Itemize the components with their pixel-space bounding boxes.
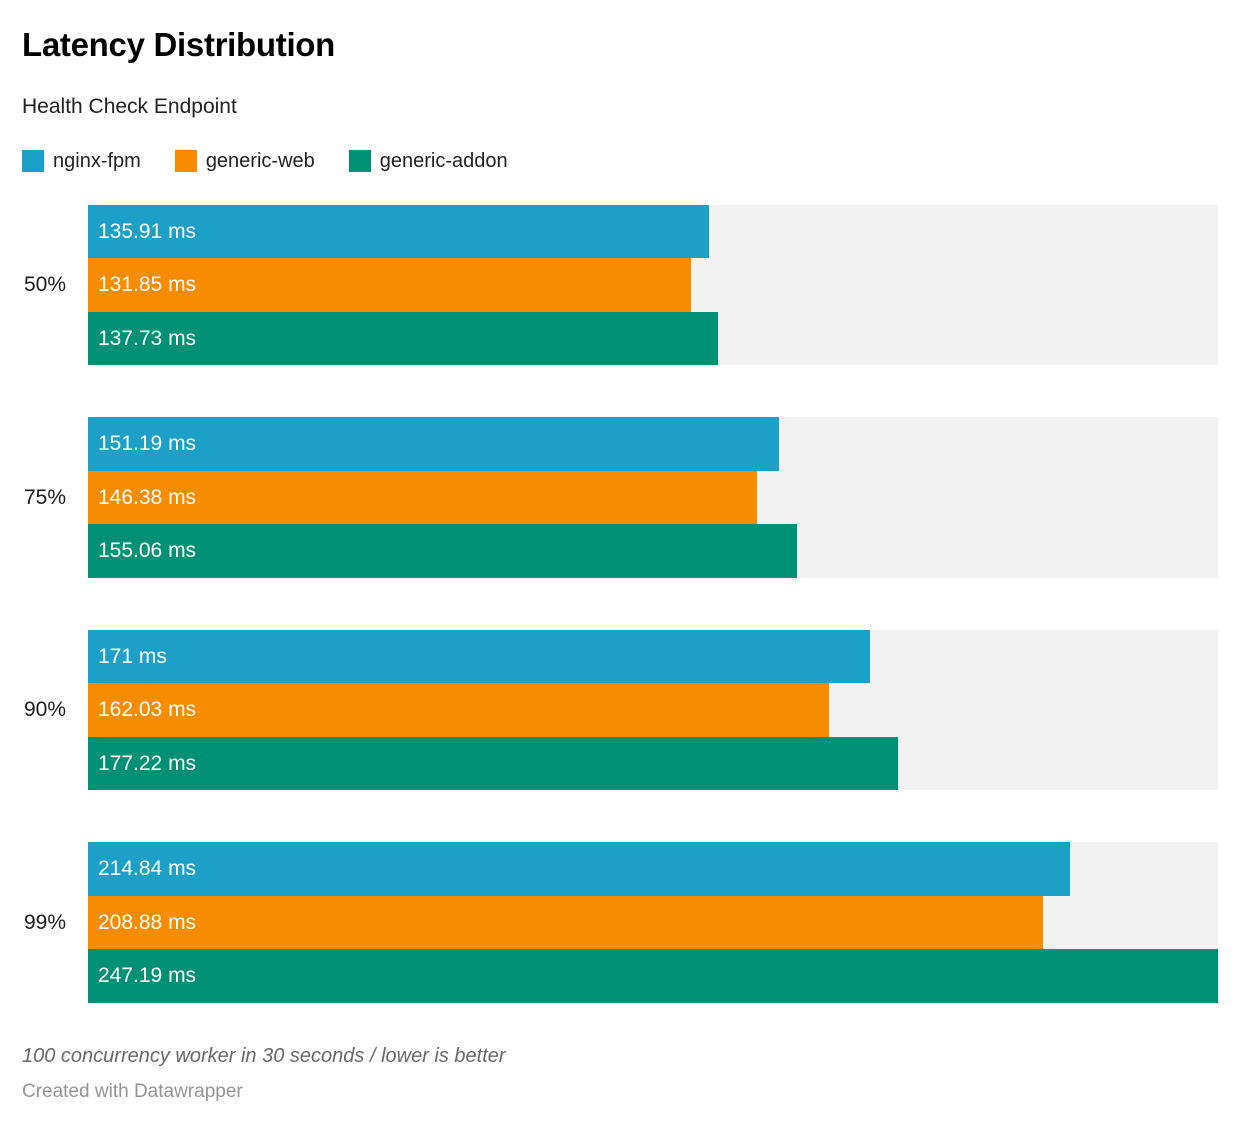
chart-page: Latency Distribution Health Check Endpoi… xyxy=(22,26,1218,1102)
bar-group: 50% 135.91 ms 131.85 ms 137.73 ms xyxy=(22,204,1218,366)
bar-value-label: 155.06 ms xyxy=(98,539,197,563)
legend-swatch-icon xyxy=(174,150,197,173)
legend-item-generic-addon: generic-addon xyxy=(348,149,508,173)
bar-track: 135.91 ms 131.85 ms 137.73 ms xyxy=(88,204,1218,366)
bar-value-label: 137.73 ms xyxy=(98,326,197,350)
bar-value-label: 162.03 ms xyxy=(98,698,197,722)
legend-item-nginx-fpm: nginx-fpm xyxy=(22,150,141,173)
bar-value-label: 135.91 ms xyxy=(98,219,197,243)
bar-value-label: 208.88 ms xyxy=(98,910,197,934)
bar-generic-addon: 177.22 ms xyxy=(88,736,899,791)
bar-generic-addon: 137.73 ms xyxy=(88,311,718,366)
legend-swatch-icon xyxy=(348,150,371,173)
legend-label: generic-addon xyxy=(379,149,508,172)
legend-label: generic-web xyxy=(205,149,315,172)
category-label: 75% xyxy=(23,485,66,509)
bar-group: 99% 214.84 ms 208.88 ms 247.19 ms xyxy=(22,842,1218,1003)
page-subtitle: Health Check Endpoint xyxy=(22,94,237,118)
bar-value-label: 146.38 ms xyxy=(98,485,197,509)
legend-item-generic-web: generic-web xyxy=(174,149,315,173)
attribution: Created with Datawrapper xyxy=(22,1080,243,1102)
legend: nginx-fpm generic-web generic-addon xyxy=(22,150,1218,173)
bar-generic-addon: 155.06 ms xyxy=(88,524,797,578)
bar-generic-web: 208.88 ms xyxy=(88,895,1043,950)
chart: 50% 135.91 ms 131.85 ms 137.73 ms 75% 151.19 … xyxy=(22,204,1218,1003)
bar-value-label: 171 ms xyxy=(98,644,167,668)
bar-nginx-fpm: 171 ms xyxy=(88,629,870,684)
legend-label: nginx-fpm xyxy=(53,149,141,172)
bar-nginx-fpm: 135.91 ms xyxy=(88,204,710,259)
bar-group: 90% 171 ms 162.03 ms 177.22 ms xyxy=(22,629,1218,791)
bar-generic-web: 162.03 ms xyxy=(88,683,829,737)
legend-swatch-icon xyxy=(22,150,44,173)
category-label: 99% xyxy=(23,910,66,934)
bar-nginx-fpm: 151.19 ms xyxy=(88,417,780,471)
bar-group: 75% 151.19 ms 146.38 ms 155.06 ms xyxy=(22,417,1218,578)
bar-value-label: 247.19 ms xyxy=(98,964,197,988)
bar-value-label: 177.22 ms xyxy=(98,751,197,775)
footer-note: 100 concurrency worker in 30 seconds / l… xyxy=(22,1044,506,1067)
bar-generic-addon: 247.19 ms xyxy=(88,949,1218,1003)
bar-nginx-fpm: 214.84 ms xyxy=(88,842,1071,896)
bar-track: 151.19 ms 146.38 ms 155.06 ms xyxy=(88,417,1218,578)
category-label: 50% xyxy=(23,273,66,297)
bar-track: 214.84 ms 208.88 ms 247.19 ms xyxy=(88,842,1218,1003)
bar-value-label: 131.85 ms xyxy=(98,273,197,297)
bar-generic-web: 131.85 ms xyxy=(88,258,691,312)
bar-track: 171 ms 162.03 ms 177.22 ms xyxy=(88,629,1218,791)
bar-generic-web: 146.38 ms xyxy=(88,470,758,525)
bar-value-label: 214.84 ms xyxy=(98,857,197,881)
page-title: Latency Distribution xyxy=(22,26,336,63)
category-label: 90% xyxy=(23,698,66,722)
bar-value-label: 151.19 ms xyxy=(98,432,197,456)
